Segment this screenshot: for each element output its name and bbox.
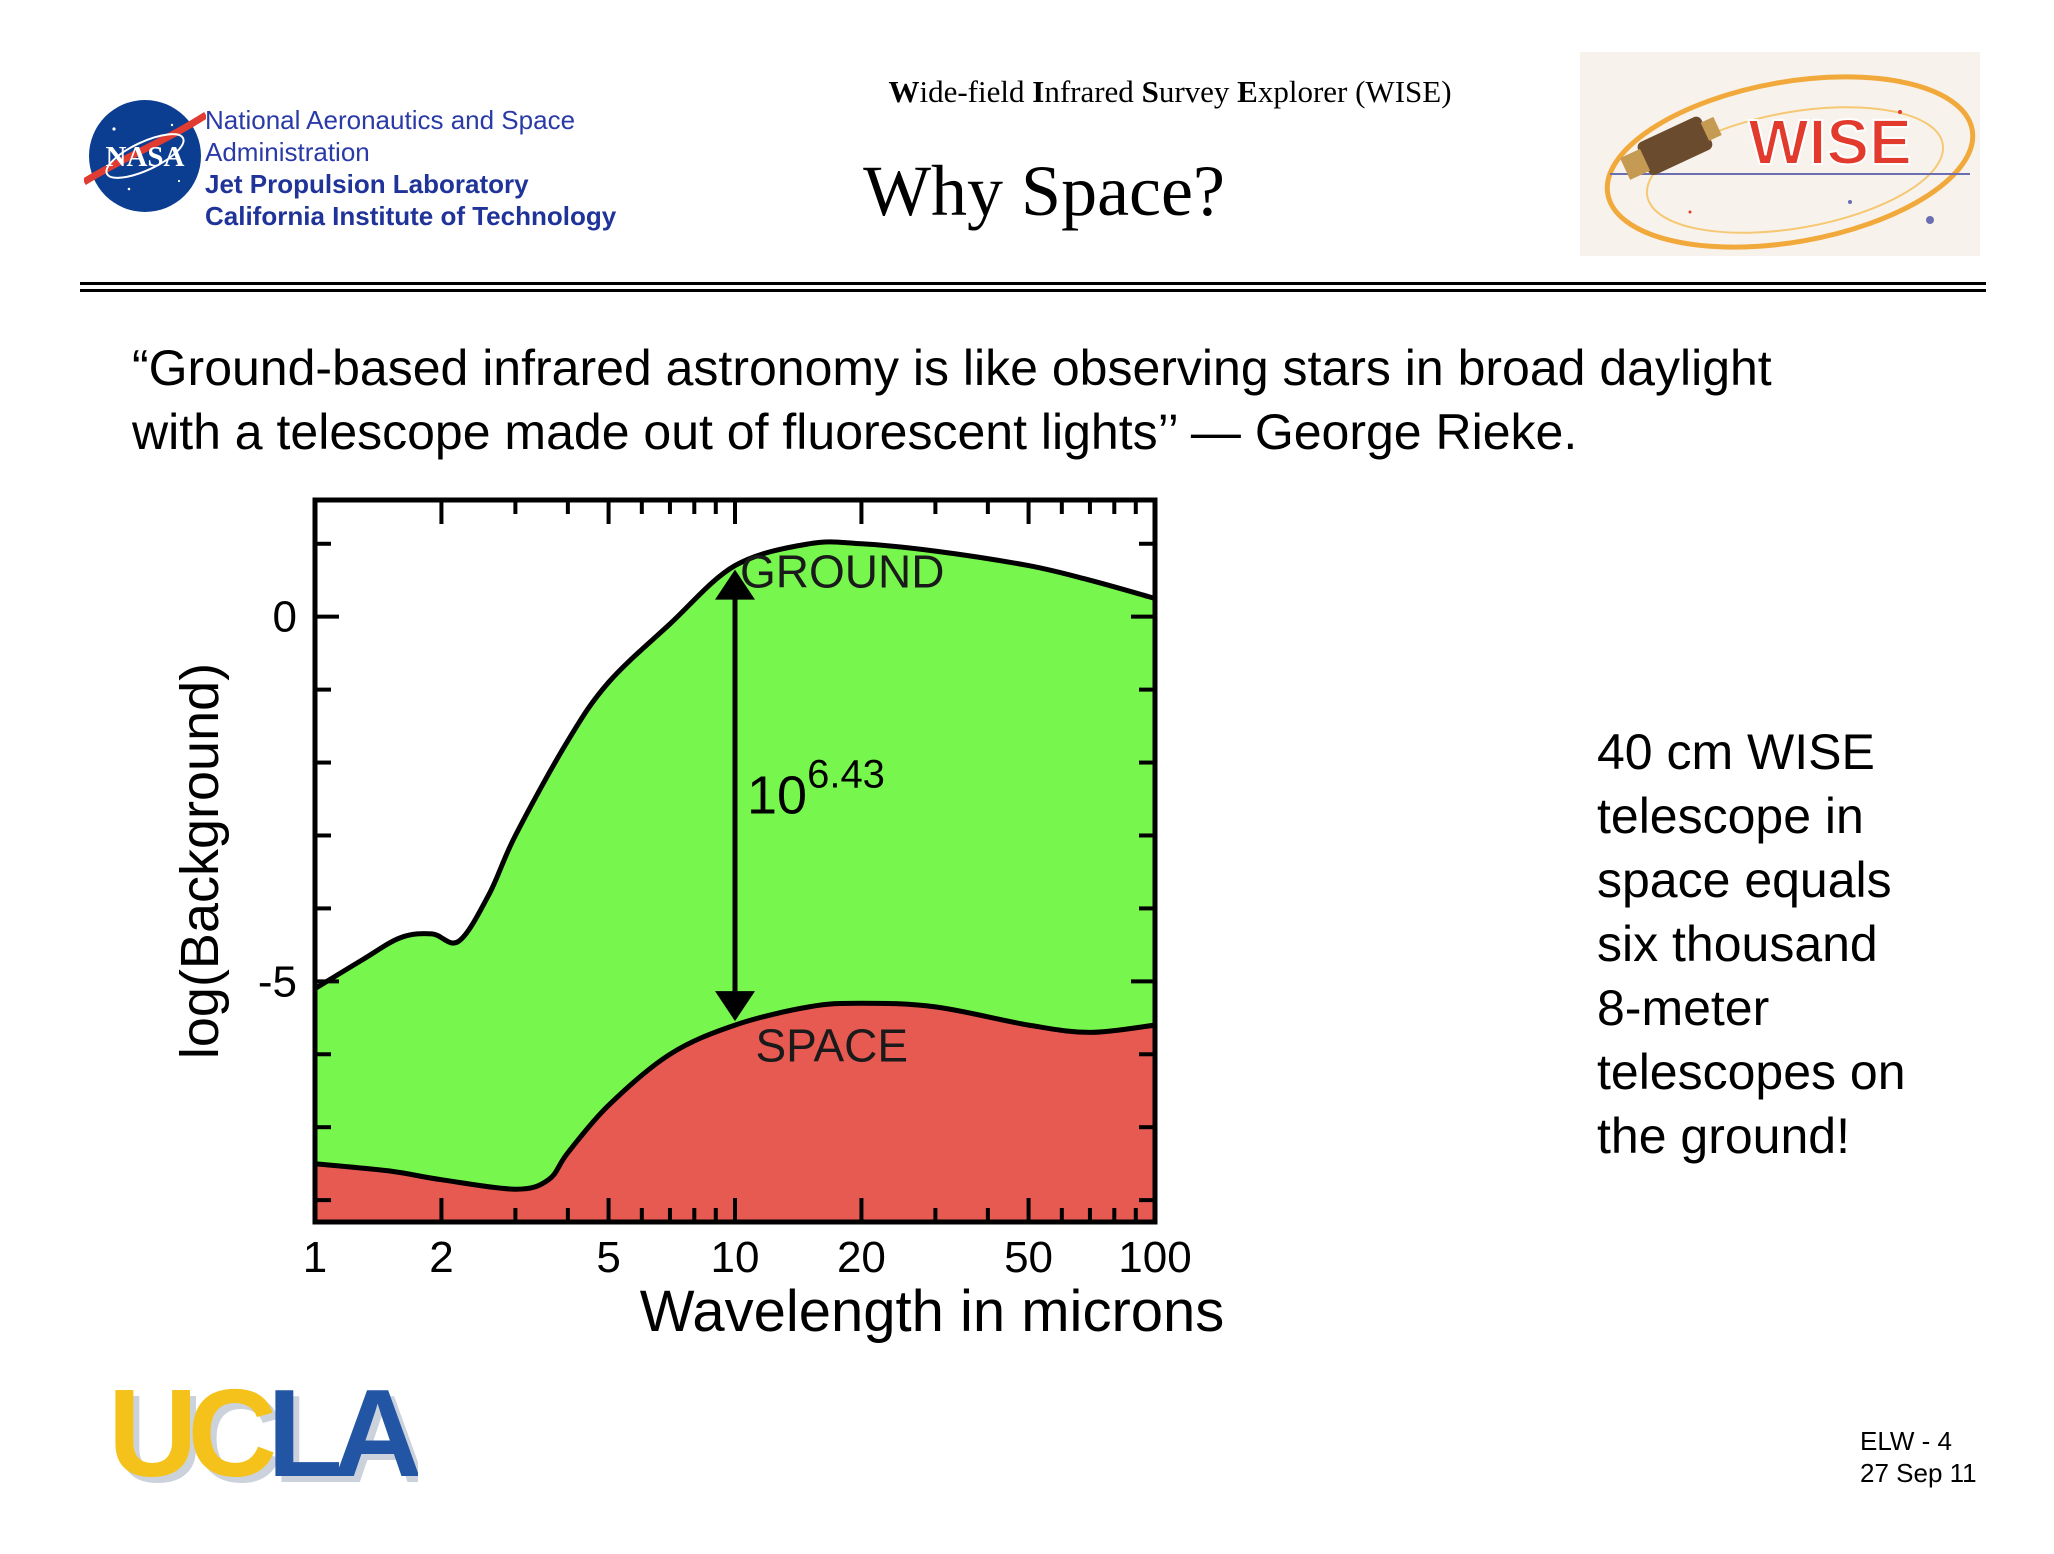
slide-footer: ELW - 4 27 Sep 11 (1860, 1425, 1977, 1489)
y-tick-label: -5 (258, 957, 297, 1006)
difference-annotation: 106.43 (747, 753, 885, 826)
ucla-uc: UC (108, 1374, 275, 1498)
org-line-2: Administration (205, 137, 370, 167)
slide-title: Why Space? (863, 151, 1225, 231)
mission-initial-w: W (888, 74, 920, 109)
header-rule-bottom (80, 289, 1986, 292)
mission-word-1: ide-field (919, 74, 1033, 109)
side-note-line-4: six thousand (1597, 916, 1878, 972)
ucla-logo: UCLA UCLA (108, 1374, 418, 1498)
side-note-line-3: space equals (1597, 852, 1892, 908)
side-note-line-6: telescopes on (1597, 1044, 1906, 1100)
space-series-label: SPACE (756, 1020, 909, 1072)
difference-annotation-exponent: 6.43 (807, 753, 885, 797)
difference-arrow-head-up (715, 569, 755, 600)
ground-series-label: GROUND (740, 546, 944, 598)
quote-line-1: “Ground-based infrared astronomy is like… (132, 340, 1772, 396)
space-line (314, 1000, 1156, 1192)
rieke-quote: “Ground-based infrared astronomy is like… (132, 336, 1982, 464)
mission-word-3: urvey (1158, 74, 1238, 109)
x-tick-label: 50 (1004, 1233, 1053, 1282)
org-line-3: Jet Propulsion Laboratory (205, 169, 529, 199)
svg-text:UCLA: UCLA (114, 1374, 418, 1498)
header-rule-top (80, 282, 1986, 285)
mission-word-4: xplorer (WISE) (1257, 74, 1452, 109)
difference-arrow-head-down (715, 991, 755, 1022)
space-area (315, 1003, 1155, 1222)
quote-line-2: with a telescope made out of fluorescent… (132, 404, 1578, 460)
x-tick-label: 20 (837, 1233, 886, 1282)
side-note: 40 cm WISE telescope in space equals six… (1597, 720, 2037, 1168)
side-note-line-2: telescope in (1597, 788, 1864, 844)
y-axis-label: log(Background) (170, 663, 230, 1059)
mission-title: Wide-field Infrared Survey Explorer (WIS… (700, 74, 1640, 110)
svg-text:UCLA: UCLA (108, 1374, 418, 1498)
x-tick-label: 100 (1118, 1233, 1191, 1282)
side-note-line-7: the ground! (1597, 1108, 1850, 1164)
organization-block: National Aeronautics and Space Administr… (205, 104, 616, 232)
mission-initial-i: I (1032, 74, 1045, 109)
mission-word-2: nfrared (1044, 74, 1142, 109)
x-tick-label: 10 (711, 1233, 760, 1282)
footer-slide-id: ELW - 4 (1860, 1426, 1952, 1456)
x-tick-label: 5 (596, 1233, 620, 1282)
side-note-line-1: 40 cm WISE (1597, 724, 1875, 780)
nasa-logo-text: NASA (106, 141, 185, 173)
x-axis-label: Wavelength in microns (640, 1279, 1225, 1344)
org-line-1: National Aeronautics and Space (205, 105, 576, 135)
wise-logo-text: WISE (1748, 106, 1912, 178)
x-tick-label: 1 (303, 1233, 327, 1282)
org-line-4: California Institute of Technology (205, 201, 617, 231)
difference-annotation-base: 10 (747, 766, 807, 826)
ground-line (313, 539, 1156, 991)
ucla-la: LA (267, 1374, 418, 1498)
x-tick-label: 2 (429, 1233, 453, 1282)
y-tick-label: 0 (273, 593, 297, 642)
mission-initial-e: E (1237, 74, 1258, 109)
mission-initial-s: S (1141, 74, 1159, 109)
footer-date: 27 Sep 11 (1860, 1458, 1977, 1488)
wise-logo: WISE (1580, 52, 1980, 256)
nasa-logo: NASA (84, 100, 206, 212)
side-note-line-5: 8-meter (1597, 980, 1770, 1036)
